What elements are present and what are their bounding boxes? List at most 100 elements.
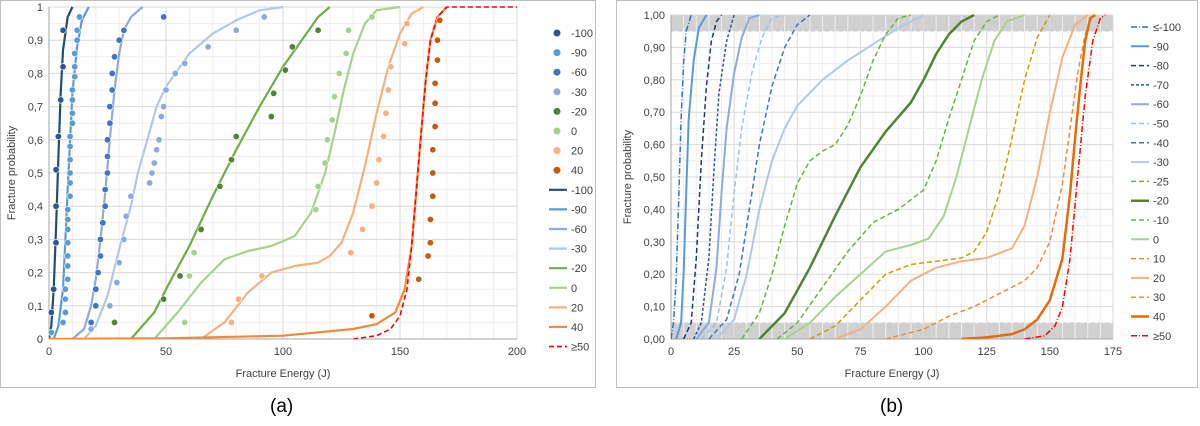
data-point: [146, 179, 154, 187]
x-axis-title: Fracture Energy (J): [845, 368, 940, 380]
y-tick-label: 0,70: [644, 107, 665, 119]
series-line: [961, 13, 1096, 339]
series-line: [885, 14, 1094, 339]
data-point: [66, 169, 74, 177]
y-axis-title: Fracture probability: [6, 125, 18, 220]
data-point: [429, 146, 437, 154]
y-tick-label: 0,80: [644, 75, 665, 87]
data-point: [373, 179, 381, 187]
series-line: [741, 14, 912, 339]
legend-marker: [553, 29, 561, 37]
data-point: [52, 166, 60, 174]
data-point: [47, 328, 55, 336]
y-tick-label: 0: [37, 334, 43, 346]
data-point: [401, 40, 409, 48]
legend-label: 20: [1153, 273, 1165, 285]
data-point: [288, 43, 296, 51]
y-axis-title: Fracture probability: [622, 129, 634, 224]
y-tick-label: 0,20: [644, 269, 665, 281]
legend-label: 10: [1153, 254, 1165, 266]
chart-a-svg: 0 0,1 0,2 0,3 0,4 0,5 0,6 0,7 0,8 0,9 1 0 50 100 150 20…: [6, 2, 593, 380]
legend-marker: [553, 49, 561, 57]
data-point: [323, 136, 331, 144]
series-line: [700, 14, 783, 339]
data-point: [342, 49, 350, 57]
data-point: [190, 249, 198, 257]
legend-label: 20: [571, 302, 583, 314]
data-point: [403, 20, 411, 28]
data-point: [66, 179, 74, 187]
data-point: [368, 202, 376, 210]
series-line: [715, 14, 925, 339]
legend-label: -30: [571, 244, 587, 256]
data-point: [59, 63, 67, 71]
shaded-band: [671, 322, 1113, 339]
data-point: [61, 285, 69, 293]
y-tick-label: 0,30: [644, 237, 665, 249]
data-point: [260, 13, 268, 21]
data-point: [50, 285, 58, 293]
data-point: [160, 295, 168, 303]
data-point: [96, 252, 104, 260]
chart-b-svg: 0,00 0,10 0,20 0,30 0,40 0,50 0,60 0,70 0,80 0,90…: [622, 10, 1181, 380]
data-point: [66, 142, 74, 150]
data-point: [106, 302, 114, 310]
data-point: [431, 99, 439, 107]
y-tick-label: 0,6: [28, 135, 43, 147]
legend-label: -60: [571, 67, 587, 79]
data-point: [87, 318, 95, 326]
legend-label: 30: [1153, 292, 1165, 304]
data-point: [314, 26, 322, 34]
x-tick-label: 175: [1104, 346, 1122, 358]
legend-label: ≥50: [571, 342, 589, 354]
x-tick-label: 150: [391, 346, 409, 358]
data-point: [232, 132, 240, 140]
data-point: [71, 73, 79, 81]
x-tick-label: 150: [1041, 346, 1059, 358]
legend-label: -30: [1153, 157, 1169, 169]
data-point: [433, 36, 441, 44]
data-point: [71, 49, 79, 57]
data-point: [61, 295, 69, 303]
y-tick-label: 1,00: [644, 10, 665, 22]
legend-label: ≤-100: [1153, 22, 1181, 34]
legend-label: -20: [571, 106, 587, 118]
data-point: [92, 285, 100, 293]
data-point: [47, 308, 55, 316]
data-point: [157, 113, 165, 121]
data-point: [148, 169, 156, 177]
data-point: [181, 318, 189, 326]
data-point: [424, 252, 432, 260]
data-point: [87, 325, 95, 333]
data-point: [314, 182, 322, 190]
data-point: [57, 96, 65, 104]
data-point: [113, 279, 121, 287]
legend-label: -50: [1153, 119, 1169, 131]
legend-marker: [553, 166, 561, 174]
data-point: [232, 26, 240, 34]
data-point: [181, 59, 189, 67]
data-point: [380, 132, 388, 140]
legend-label: 0: [1153, 234, 1159, 246]
data-point: [104, 169, 112, 177]
data-point: [106, 119, 114, 127]
data-point: [68, 119, 76, 127]
data-point: [99, 219, 107, 227]
data-point: [267, 113, 275, 121]
series-line: [153, 5, 401, 339]
y-tick-label: 0,10: [644, 302, 665, 314]
legend-label: -100: [571, 28, 593, 40]
data-point: [321, 159, 329, 167]
legend-label: 40: [571, 165, 583, 177]
data-point: [115, 36, 123, 44]
data-point: [64, 206, 72, 214]
legend-label: -60: [1153, 99, 1169, 111]
y-tick-label: 1: [37, 2, 43, 14]
caption-b: (b): [880, 396, 904, 417]
caption-a: (a): [270, 396, 294, 417]
data-point: [426, 215, 434, 223]
data-point: [160, 103, 168, 111]
data-point: [111, 53, 119, 61]
data-point: [73, 36, 81, 44]
data-point: [436, 16, 444, 24]
